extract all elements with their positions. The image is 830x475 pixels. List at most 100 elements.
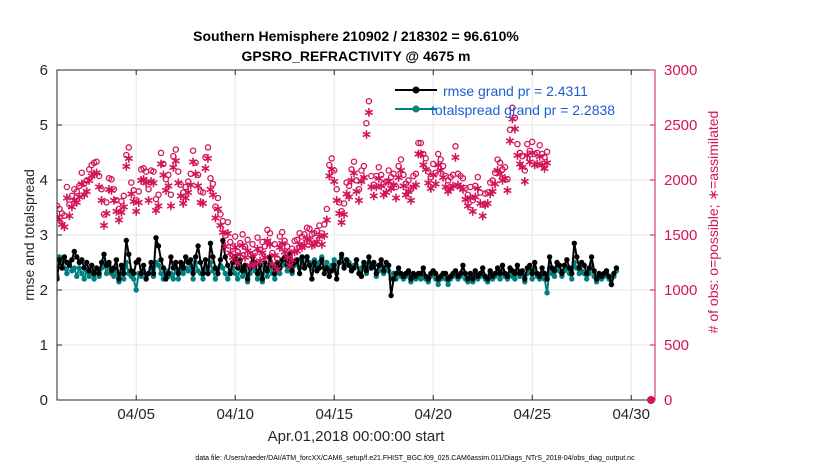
possible-obs-point	[427, 173, 435, 181]
assimilated-obs-point: ∗	[250, 256, 261, 271]
assimilated-obs-point: ∗	[106, 183, 117, 198]
assimilated-obs-point: ∗	[118, 199, 129, 214]
spread-point	[529, 276, 535, 282]
possible-obs-point	[360, 162, 368, 170]
spread-point	[170, 276, 176, 282]
y-tick-label: 3	[40, 227, 48, 244]
rmse-point	[373, 270, 379, 277]
rmse-point	[195, 243, 201, 249]
spread-point	[79, 270, 85, 277]
rmse-point	[477, 270, 483, 277]
assimilated-obs-point: ∗	[148, 175, 159, 190]
x-tick-label: 04/20	[414, 406, 452, 423]
rmse-point	[254, 270, 261, 277]
possible-obs-point	[501, 163, 509, 171]
spread-point	[185, 268, 191, 274]
assimilated-obs-point: ∗	[96, 192, 107, 207]
assimilated-obs-point: ∗	[259, 250, 270, 265]
rmse-point	[569, 270, 575, 277]
possible-obs-point	[93, 158, 100, 165]
assimilated-obs-point: ∗	[131, 203, 142, 218]
assimilated-obs-point: ∗	[391, 190, 402, 205]
possible-obs-point	[340, 200, 348, 207]
possible-obs-point	[392, 183, 400, 191]
assimilated-obs-point: ∗	[514, 156, 525, 171]
assimilated-obs-point: ∗	[116, 205, 127, 220]
assimilated-obs-point: ∗	[319, 228, 330, 243]
assimilated-obs-point: ∗	[532, 156, 543, 171]
spread-point	[551, 273, 558, 279]
assimilated-obs-point: ∗	[539, 161, 550, 176]
y-tick-label: 6	[40, 62, 48, 79]
possible-obs-point	[167, 191, 175, 198]
rmse-point	[205, 270, 211, 277]
assimilated-obs-point: ∗	[203, 151, 214, 166]
assimilated-obs-point: ∗	[467, 203, 478, 218]
x-axis-label: Apr.01,2018 00:00:00 start	[268, 428, 446, 445]
rmse-point	[376, 262, 382, 268]
spread-point	[71, 265, 78, 271]
assimilated-obs-point: ∗	[529, 157, 540, 172]
assimilated-obs-point: ∗	[386, 180, 397, 195]
rmse-point	[329, 268, 335, 274]
y2-tick-label: 0	[664, 392, 672, 409]
assimilated-obs-point: ∗	[505, 133, 516, 148]
possible-obs-point	[425, 168, 432, 175]
assimilated-obs-point: ∗	[500, 170, 511, 185]
rmse-point	[393, 270, 399, 277]
rmse-point	[556, 262, 563, 268]
rmse-point	[66, 262, 73, 268]
assimilated-obs-point: ∗	[274, 240, 285, 255]
rmse-point	[222, 254, 228, 260]
rmse-point	[334, 276, 340, 282]
possible-obs-point	[155, 191, 162, 198]
assimilated-obs-point: ∗	[190, 166, 201, 181]
rmse-point	[472, 268, 478, 274]
possible-obs-point	[370, 181, 378, 189]
assimilated-obs-point: ∗	[326, 162, 337, 177]
spread-point	[497, 276, 503, 282]
rmse-point	[497, 270, 503, 277]
possible-obs-point	[407, 185, 415, 193]
rmse-point	[175, 270, 181, 277]
possible-obs-point	[125, 144, 133, 151]
rmse-point	[244, 276, 251, 282]
possible-obs-point	[239, 231, 246, 238]
possible-obs-point	[217, 211, 224, 218]
possible-obs-point	[365, 97, 373, 105]
rmse-point	[336, 259, 342, 266]
spread-point	[121, 276, 127, 282]
assimilated-obs-point: ∗	[52, 209, 63, 224]
assimilated-obs-point: ∗	[524, 154, 535, 169]
x-tick-label: 04/10	[216, 406, 254, 423]
spread-point	[239, 273, 246, 279]
spread-point	[264, 273, 271, 279]
rmse-point	[289, 268, 295, 274]
assimilated-obs-point: ∗	[69, 192, 80, 207]
assimilated-obs-point: ∗	[336, 214, 347, 229]
possible-obs-point	[192, 159, 199, 167]
possible-obs-point	[536, 141, 543, 149]
assimilated-obs-point: ∗	[403, 184, 414, 199]
rmse-point	[559, 270, 565, 277]
spread-point	[235, 276, 241, 282]
assimilated-obs-point: ∗	[460, 191, 471, 206]
possible-obs-point	[541, 154, 548, 161]
possible-obs-point	[241, 243, 249, 250]
assimilated-obs-point: ∗	[487, 184, 498, 199]
rmse-point	[190, 270, 196, 277]
rmse-point	[564, 257, 570, 263]
possible-obs-point	[405, 177, 412, 184]
rmse-point	[480, 265, 486, 271]
rmse-point	[98, 259, 105, 266]
rmse-point	[363, 268, 370, 274]
possible-obs-point	[521, 167, 529, 174]
y-axis-label: rmse and totalspread	[21, 169, 37, 301]
assimilated-obs-point: ∗	[227, 250, 238, 265]
possible-obs-point	[506, 126, 514, 134]
assimilated-obs-point: ∗	[485, 186, 496, 201]
assimilated-obs-point: ∗	[507, 111, 518, 126]
spread-point	[254, 276, 261, 282]
rmse-point	[155, 243, 162, 249]
assimilated-obs-point: ∗	[410, 177, 421, 192]
